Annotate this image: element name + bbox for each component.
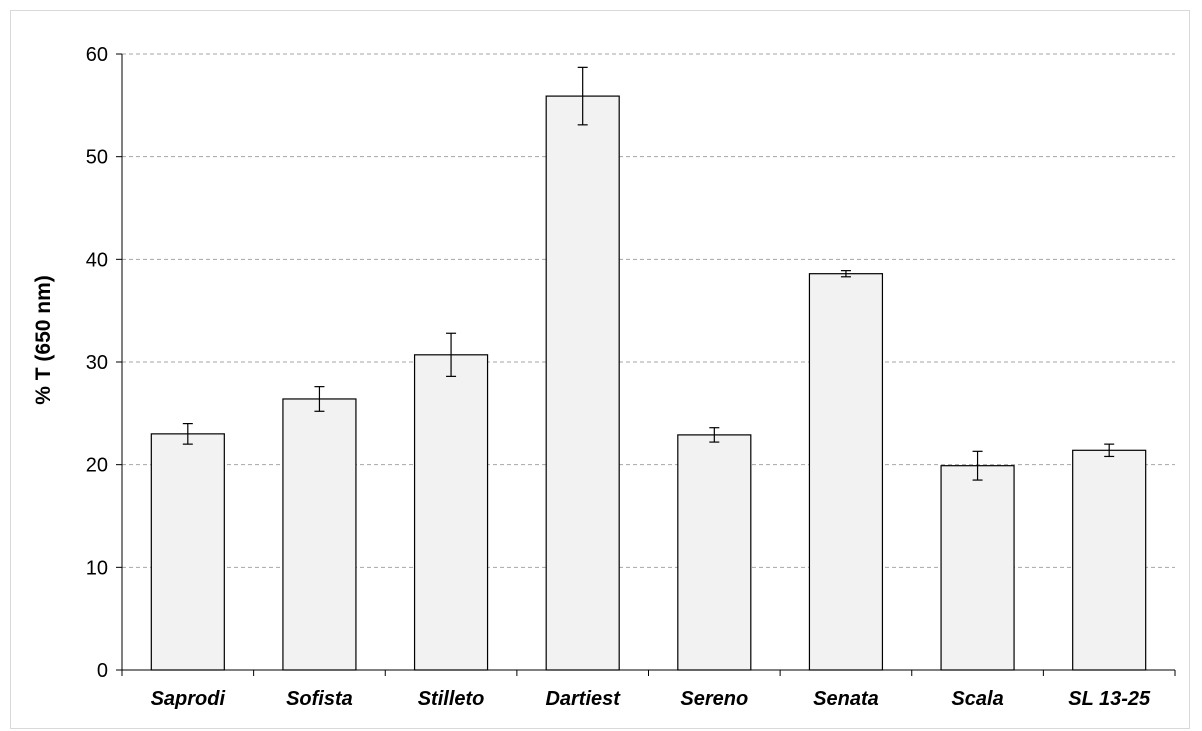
bar-stilleto	[413, 354, 489, 671]
x-category-label: Sereno	[680, 688, 748, 710]
x-category-label: Stilleto	[418, 688, 485, 710]
x-category-label: Saprodi	[151, 688, 226, 710]
error-bars	[182, 66, 1115, 481]
bar-sereno	[677, 434, 752, 671]
bar-saprodi	[150, 433, 225, 671]
axes	[116, 53, 1176, 676]
bar-sofista	[282, 398, 357, 671]
bar-sl-13-25	[1072, 449, 1147, 671]
bar-senata	[808, 273, 884, 671]
x-category-label: Scala	[951, 688, 1003, 710]
y-tick-label: 0	[97, 660, 108, 682]
y-tick-label: 10	[86, 557, 108, 579]
gridlines	[122, 53, 1175, 568]
bar-scala	[940, 465, 1015, 671]
y-tick-label: 40	[86, 249, 108, 271]
x-category-label: Dartiest	[545, 688, 621, 710]
y-tick-label: 50	[86, 147, 108, 169]
bar-dartiest	[545, 95, 620, 671]
y-tick-label: 60	[86, 44, 108, 66]
x-category-label: SL 13-25	[1068, 688, 1151, 710]
y-axis-title: % T (650 nm)	[32, 275, 55, 405]
x-category-label: Sofista	[286, 688, 353, 710]
y-tick-label: 20	[86, 455, 108, 477]
y-tick-label: 30	[86, 352, 108, 374]
x-category-label: Senata	[813, 688, 879, 710]
labels: 0 10 20 30 40 50 60 Saprodi Sofista Stilleto Darti…	[86, 44, 1151, 710]
bars	[150, 95, 1147, 671]
